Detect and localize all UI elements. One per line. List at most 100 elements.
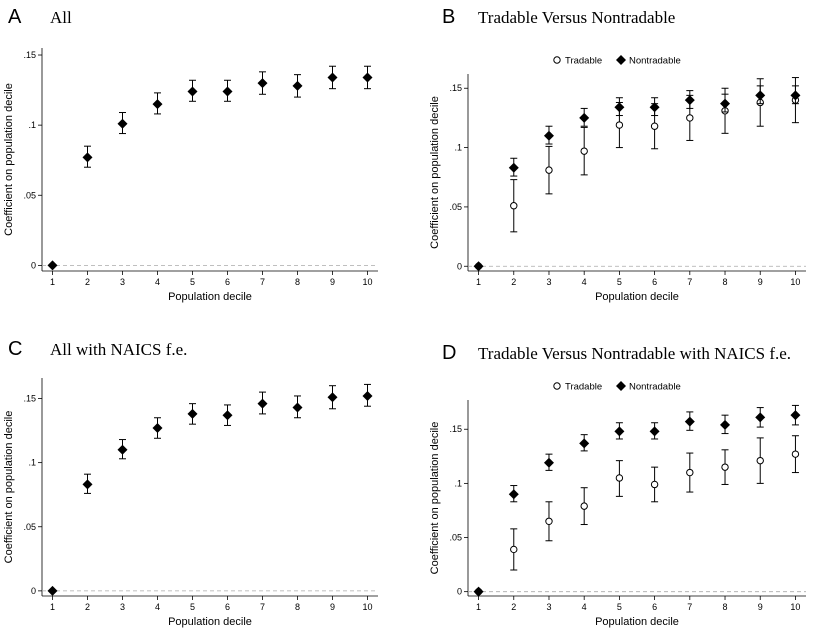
y-axis-label: Coefficient on population decile <box>3 83 15 236</box>
y-tick-label: 0 <box>31 260 36 270</box>
point-nontradable <box>579 112 590 123</box>
panel-c: C All with NAICS f.e. 0 .05 .1 .15 1 2 3 4 5 6 7 8 9… <box>0 330 410 635</box>
point-all <box>187 408 198 419</box>
x-axis-label: Population decile <box>595 616 679 628</box>
x-tick-label: 7 <box>260 602 265 612</box>
y-tick-label: .05 <box>449 533 462 543</box>
x-tick-label: 3 <box>120 277 125 287</box>
chart-b: 0 .05 .1 .15 1 2 3 4 5 6 7 8 9 10 Population decile Coe… <box>429 55 806 303</box>
panel-title: All <box>50 8 72 27</box>
x-tick-label: 1 <box>50 277 55 287</box>
x-tick-label: 1 <box>476 602 481 612</box>
y-axis-label: Coefficient on population decile <box>429 96 441 249</box>
point-tradable <box>721 463 729 471</box>
point-nontradable <box>755 412 766 423</box>
legend-label: Nontradable <box>629 56 681 67</box>
x-tick-label: 1 <box>50 602 55 612</box>
x-tick-label: 4 <box>155 277 160 287</box>
y-tick-label: .05 <box>449 202 462 212</box>
point-all <box>362 390 373 401</box>
x-tick-label: 5 <box>617 277 622 287</box>
point-all <box>82 152 93 163</box>
point-tradable <box>686 114 694 122</box>
panel-title: All with NAICS f.e. <box>50 340 188 359</box>
x-tick-label: 5 <box>190 602 195 612</box>
x-tick-label: 7 <box>687 277 692 287</box>
point-nontradable <box>720 98 731 109</box>
x-tick-label: 10 <box>790 277 800 287</box>
x-tick-label: 9 <box>758 277 763 287</box>
point-all <box>362 72 373 83</box>
point-nontradable <box>543 457 554 468</box>
point-all <box>152 99 163 110</box>
point-tradable <box>686 468 694 477</box>
x-tick-label: 4 <box>155 602 160 612</box>
point-all <box>292 80 303 91</box>
legend-marker-tradable <box>553 56 561 64</box>
x-tick-label: 1 <box>476 277 481 287</box>
panel-letter: B <box>442 6 456 28</box>
panel-d: D Tradable Versus Nontradable with NAICS… <box>410 330 820 635</box>
point-all <box>257 78 268 89</box>
y-tick-label: .1 <box>28 458 36 468</box>
point-all <box>117 118 128 129</box>
x-axis-label: Population decile <box>168 291 252 303</box>
y-tick-label: .1 <box>28 120 36 130</box>
point-nontradable <box>614 102 625 113</box>
x-tick-label: 6 <box>225 277 230 287</box>
point-all <box>327 392 338 403</box>
panel-title: Tradable Versus Nontradable with NAICS f… <box>478 344 792 363</box>
point-all <box>187 86 198 97</box>
point-all <box>117 444 128 455</box>
x-tick-label: 6 <box>652 277 657 287</box>
point-nontradable <box>614 426 625 437</box>
panel-a: A All 0 .05 .1 .15 1 2 3 4 5 6 7 8 9 10 Population dec… <box>0 0 410 318</box>
point-nontradable <box>579 438 590 449</box>
panel-letter: D <box>442 342 457 364</box>
x-tick-label: 2 <box>85 277 90 287</box>
x-tick-label: 8 <box>723 602 728 612</box>
legend-marker-tradable <box>553 382 561 390</box>
y-axis-label: Coefficient on population decile <box>429 422 441 575</box>
x-tick-label: 9 <box>330 602 335 612</box>
x-tick-label: 6 <box>652 602 657 612</box>
x-tick-label: 8 <box>295 602 300 612</box>
x-tick-label: 8 <box>723 277 728 287</box>
x-tick-label: 8 <box>295 277 300 287</box>
point-all <box>222 86 233 97</box>
legend-label: Nontradable <box>629 382 681 393</box>
point-all <box>327 72 338 83</box>
point-tradable <box>615 121 624 129</box>
y-tick-label: .1 <box>454 478 462 488</box>
panel-letter: C <box>8 338 23 360</box>
chart-d: 0 .05 .1 .15 1 2 3 4 5 6 7 8 9 10 Population decile Coe… <box>429 381 806 628</box>
point-nontradable <box>508 489 519 500</box>
legend-marker-nontradable <box>616 55 626 65</box>
x-tick-label: 2 <box>85 602 90 612</box>
point-nontradable <box>508 162 519 173</box>
point-tradable <box>545 166 553 174</box>
point-nontradable <box>790 410 801 421</box>
x-tick-label: 10 <box>362 602 372 612</box>
x-tick-label: 4 <box>582 602 587 612</box>
x-tick-label: 3 <box>546 277 551 287</box>
x-tick-label: 6 <box>225 602 230 612</box>
chart-a: 0 .05 .1 .15 1 2 3 4 5 6 7 8 9 10 Population decile Coe… <box>3 48 378 303</box>
y-tick-label: .1 <box>454 143 462 153</box>
panel-b: B Tradable Versus Nontradable 0 .05 .1 .15 1… <box>410 0 820 318</box>
y-tick-label: 0 <box>457 587 462 597</box>
point-tradable <box>615 474 624 482</box>
chart-c: 0 .05 .1 .15 1 2 3 4 5 6 7 8 9 10 Population decile Coe… <box>3 378 378 628</box>
x-tick-label: 2 <box>511 602 516 612</box>
legend-label: Tradable <box>565 56 602 67</box>
x-tick-label: 3 <box>546 602 551 612</box>
point-tradable <box>510 202 518 210</box>
point-all <box>152 423 163 434</box>
y-tick-label: .05 <box>23 522 36 532</box>
point-nontradable <box>790 90 801 101</box>
point-tradable <box>545 517 553 525</box>
point-all <box>82 479 93 490</box>
x-tick-label: 10 <box>362 277 372 287</box>
point-all <box>257 398 268 409</box>
x-tick-label: 9 <box>330 277 335 287</box>
